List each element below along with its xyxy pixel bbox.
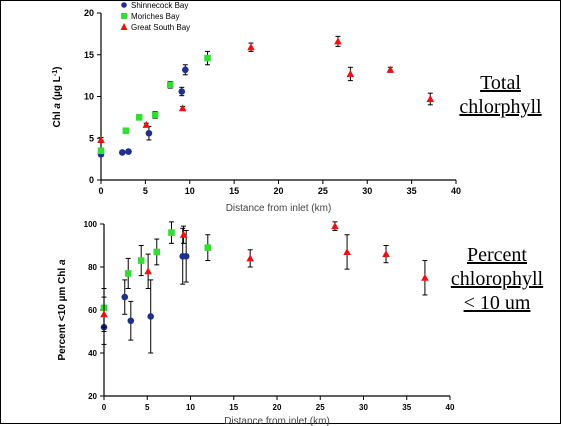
panel-2: 0 5 10 15 20 25 30 35 40 20 40 60 80 100 Distance from… [57, 220, 455, 426]
y-tick-label: 15 [84, 50, 94, 60]
data-point [145, 129, 153, 137]
data-point [151, 111, 159, 119]
data-point [386, 65, 395, 73]
note-bottom-line-2: chlorophyll [450, 268, 544, 290]
data-point [204, 54, 211, 62]
x-tick-label: 35 [402, 403, 411, 412]
data-point [343, 247, 351, 255]
x-tick-label: 15 [229, 186, 239, 196]
y-tick-label: 100 [84, 220, 98, 229]
y-axis-title-part: (µg L [52, 76, 63, 103]
data-point [100, 310, 108, 318]
x-tick-label: 0 [102, 403, 107, 412]
x-tick-label: 40 [446, 403, 455, 412]
x-tick-label: 25 [318, 186, 328, 196]
data-point [182, 66, 189, 74]
y-axis-title-part: a [52, 103, 63, 109]
note-top-line-2: chlorphyll [459, 96, 542, 118]
data-point [122, 127, 130, 135]
y-axis-title-part: ) [52, 67, 63, 70]
panel-1: 0 5 10 15 20 25 30 35 40 0 5 10 15 20 Distance from in… [52, 1, 462, 214]
note-bottom-line-3: < 10 um [463, 292, 531, 314]
x-tick-label: 30 [362, 186, 372, 196]
data-point [179, 230, 188, 238]
data-point [97, 147, 105, 155]
data-point [382, 250, 390, 258]
data-point [97, 135, 105, 143]
y-axis-title-part: -1 [52, 70, 59, 76]
data-point [178, 88, 186, 95]
x-tick-label: 20 [273, 403, 282, 412]
note-top-line-1: Total [480, 72, 521, 94]
x-tick-label: 5 [145, 403, 150, 412]
x-tick-label: 10 [186, 403, 195, 412]
data-point [137, 257, 145, 264]
data-point [182, 252, 190, 260]
data-point [124, 270, 132, 277]
legend-marker [121, 13, 127, 19]
x-tick-label: 25 [316, 403, 325, 412]
data-point [125, 148, 132, 155]
y-axis-title-part: Percent <10 µm Chl [57, 265, 68, 361]
x-tick-label: 35 [407, 186, 417, 196]
y-tick-label: 60 [88, 306, 97, 315]
data-point [421, 273, 429, 281]
x-tick-label: 0 [98, 186, 103, 196]
data-point [144, 267, 152, 275]
data-point [135, 114, 143, 121]
legend-label: Shinnecock Bay [131, 1, 188, 10]
legend-marker [121, 2, 127, 8]
data-point [178, 104, 187, 112]
y-axis-title-part: a [57, 259, 68, 265]
series-great-south-bay [100, 221, 429, 332]
x-tick-label: 20 [273, 186, 283, 196]
data-point [426, 95, 435, 103]
x-axis-title: Distance from inlet (km) [224, 416, 330, 426]
x-tick-label: 10 [185, 186, 195, 196]
legend: Shinnecock Bay Moriches Bay Great South Ba… [120, 1, 190, 32]
series-great-south-bay [97, 35, 435, 143]
x-tick-label: 30 [359, 403, 368, 412]
x-tick-label: 15 [229, 403, 238, 412]
data-point [147, 313, 155, 320]
data-point [334, 37, 342, 45]
x-tick-label: 40 [451, 186, 461, 196]
data-point [121, 293, 129, 301]
x-axis-title: Distance from inlet (km) [226, 203, 332, 214]
y-axis-title-part: Chl [52, 109, 63, 128]
percent-chlorophyll-note: Percent chlorophyll < 10 um [432, 243, 562, 315]
legend-marker [120, 23, 128, 30]
note-bottom-line-1: Percent [467, 244, 527, 266]
legend-label: Great South Bay [131, 23, 190, 32]
x-tick-label: 5 [143, 186, 148, 196]
legend-label: Moriches Bay [131, 12, 179, 21]
y-tick-label: 20 [88, 392, 97, 401]
y-tick-label: 5 [89, 133, 94, 143]
data-point [246, 254, 254, 262]
data-point [168, 229, 175, 236]
series-shinnecock-bay [97, 64, 189, 158]
data-point [166, 81, 174, 89]
data-point [119, 149, 126, 156]
data-point [127, 317, 135, 325]
y-tick-label: 10 [84, 92, 94, 102]
series-moriches-bay [97, 50, 211, 155]
y-axis-title: Percent <10 µm Chl a [57, 259, 68, 361]
data-point [142, 120, 151, 128]
y-tick-label: 80 [88, 263, 97, 272]
data-point [204, 244, 212, 251]
y-axis-title: Chl a (µg L-1) [52, 67, 64, 128]
y-tick-label: 0 [89, 175, 94, 185]
data-point [153, 248, 161, 256]
data-point [331, 222, 339, 230]
total-chlorophyll-note: Total chlorphyll [438, 71, 563, 119]
data-point [247, 43, 255, 51]
series-shinnecock-bay [100, 227, 190, 354]
series-moriches-bay [100, 221, 212, 328]
y-tick-label: 20 [84, 8, 94, 18]
y-tick-label: 40 [88, 349, 97, 358]
data-point [346, 69, 355, 77]
